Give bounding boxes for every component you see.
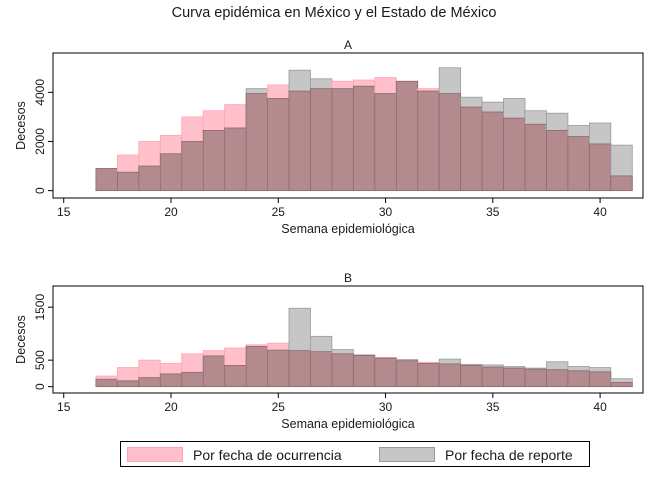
bar-overlap <box>546 369 569 388</box>
x-tick-label: 20 <box>164 205 178 219</box>
legend-label-reporte: Por fecha de reporte <box>445 446 573 463</box>
bar-overlap <box>181 141 204 192</box>
bars <box>95 307 633 388</box>
bar-overlap <box>460 106 483 192</box>
bar-overlap <box>588 371 612 388</box>
bar-overlap <box>288 90 311 192</box>
y-tick-label: 1500 <box>33 294 47 321</box>
bar-overlap <box>588 143 612 192</box>
x-tick-label: 40 <box>593 205 607 219</box>
x-tick-label: 35 <box>486 400 500 414</box>
bar-overlap <box>288 350 311 388</box>
bar-overlap <box>310 88 333 192</box>
bar-overlap <box>224 365 247 388</box>
bar-overlap <box>546 130 569 192</box>
y-tick-label: 0 <box>33 383 47 390</box>
x-tick-label: 30 <box>379 205 393 219</box>
bar-overlap <box>567 136 590 192</box>
bar-overlap <box>245 345 268 388</box>
legend-swatch-reporte <box>379 447 435 462</box>
bar-overlap <box>524 123 547 192</box>
x-tick-label: 40 <box>593 400 607 414</box>
x-tick-label: 15 <box>57 400 71 414</box>
panel-title: B <box>344 271 352 285</box>
bar-overlap <box>438 363 462 388</box>
x-tick-label: 15 <box>57 205 71 219</box>
bar-overlap <box>374 93 397 192</box>
panel-b-chart: B 0 500 1500 15 20 25 30 35 40 Semana epidemiológi… <box>14 271 644 431</box>
bar-overlap <box>352 354 376 388</box>
bar-overlap <box>503 117 526 192</box>
figure-title: Curva epidémica en México y el Estado de… <box>172 5 497 21</box>
bar-overlap <box>331 353 354 388</box>
bar-overlap <box>567 370 590 388</box>
x-tick-label: 25 <box>272 205 286 219</box>
bar-overlap <box>395 80 419 192</box>
bar-overlap <box>417 90 440 192</box>
legend-item-ocurrencia: Por fecha de ocurrencia <box>127 446 342 463</box>
bar-overlap <box>159 373 183 388</box>
x-axis-label: Semana epidemiológica <box>281 222 414 236</box>
bar-overlap <box>610 175 633 192</box>
bar-overlap <box>224 127 247 192</box>
legend-item-reporte: Por fecha de reporte <box>379 446 573 463</box>
bar-overlap <box>95 168 118 192</box>
bar-overlap <box>310 351 333 388</box>
bar-overlap <box>138 165 161 192</box>
panel-a-chart: A 0 2000 4000 15 20 25 30 35 40 Semana epidemiológ… <box>14 38 644 236</box>
panel-title: A <box>344 38 352 52</box>
bar-overlap <box>267 98 290 192</box>
bar-overlap <box>138 377 161 388</box>
bar-overlap <box>202 355 226 388</box>
bar-overlap <box>610 382 633 388</box>
legend-swatch-ocurrencia <box>127 447 183 462</box>
y-axis-label: Decesos <box>14 101 28 150</box>
y-axis-label: Decesos <box>14 315 28 364</box>
y-tick-label: 0 <box>33 187 47 194</box>
bar-overlap <box>352 85 376 192</box>
bar-overlap <box>159 153 183 192</box>
bar-overlap <box>245 93 268 192</box>
bar-overlap <box>116 171 140 192</box>
x-tick-label: 35 <box>486 205 500 219</box>
y-tick-label: 4000 <box>33 79 47 106</box>
bar-overlap <box>438 93 462 192</box>
bar-overlap <box>395 360 419 388</box>
x-axis-label: Semana epidemiológica <box>281 417 414 431</box>
x-tick-label: 25 <box>272 400 286 414</box>
bar-overlap <box>267 349 290 388</box>
bar-overlap <box>481 366 504 388</box>
bar-overlap <box>503 367 526 388</box>
legend-label-ocurrencia: Por fecha de ocurrencia <box>193 446 342 463</box>
bar-overlap <box>181 371 204 388</box>
bar-overlap <box>374 357 397 388</box>
bars <box>95 67 633 192</box>
bar-overlap <box>116 380 140 388</box>
y-tick-label: 500 <box>33 350 47 370</box>
bar-overlap <box>95 378 118 388</box>
x-tick-label: 30 <box>379 400 393 414</box>
legend: Por fecha de ocurrencia Por fecha de rep… <box>120 441 590 467</box>
bar-overlap <box>524 368 547 388</box>
bar-overlap <box>331 88 354 192</box>
bar-overlap <box>460 365 483 388</box>
bar-overlap <box>202 130 226 192</box>
y-tick-label: 2000 <box>33 128 47 155</box>
bar-overlap <box>481 111 504 192</box>
bar-overlap <box>417 362 440 388</box>
x-tick-label: 20 <box>164 400 178 414</box>
